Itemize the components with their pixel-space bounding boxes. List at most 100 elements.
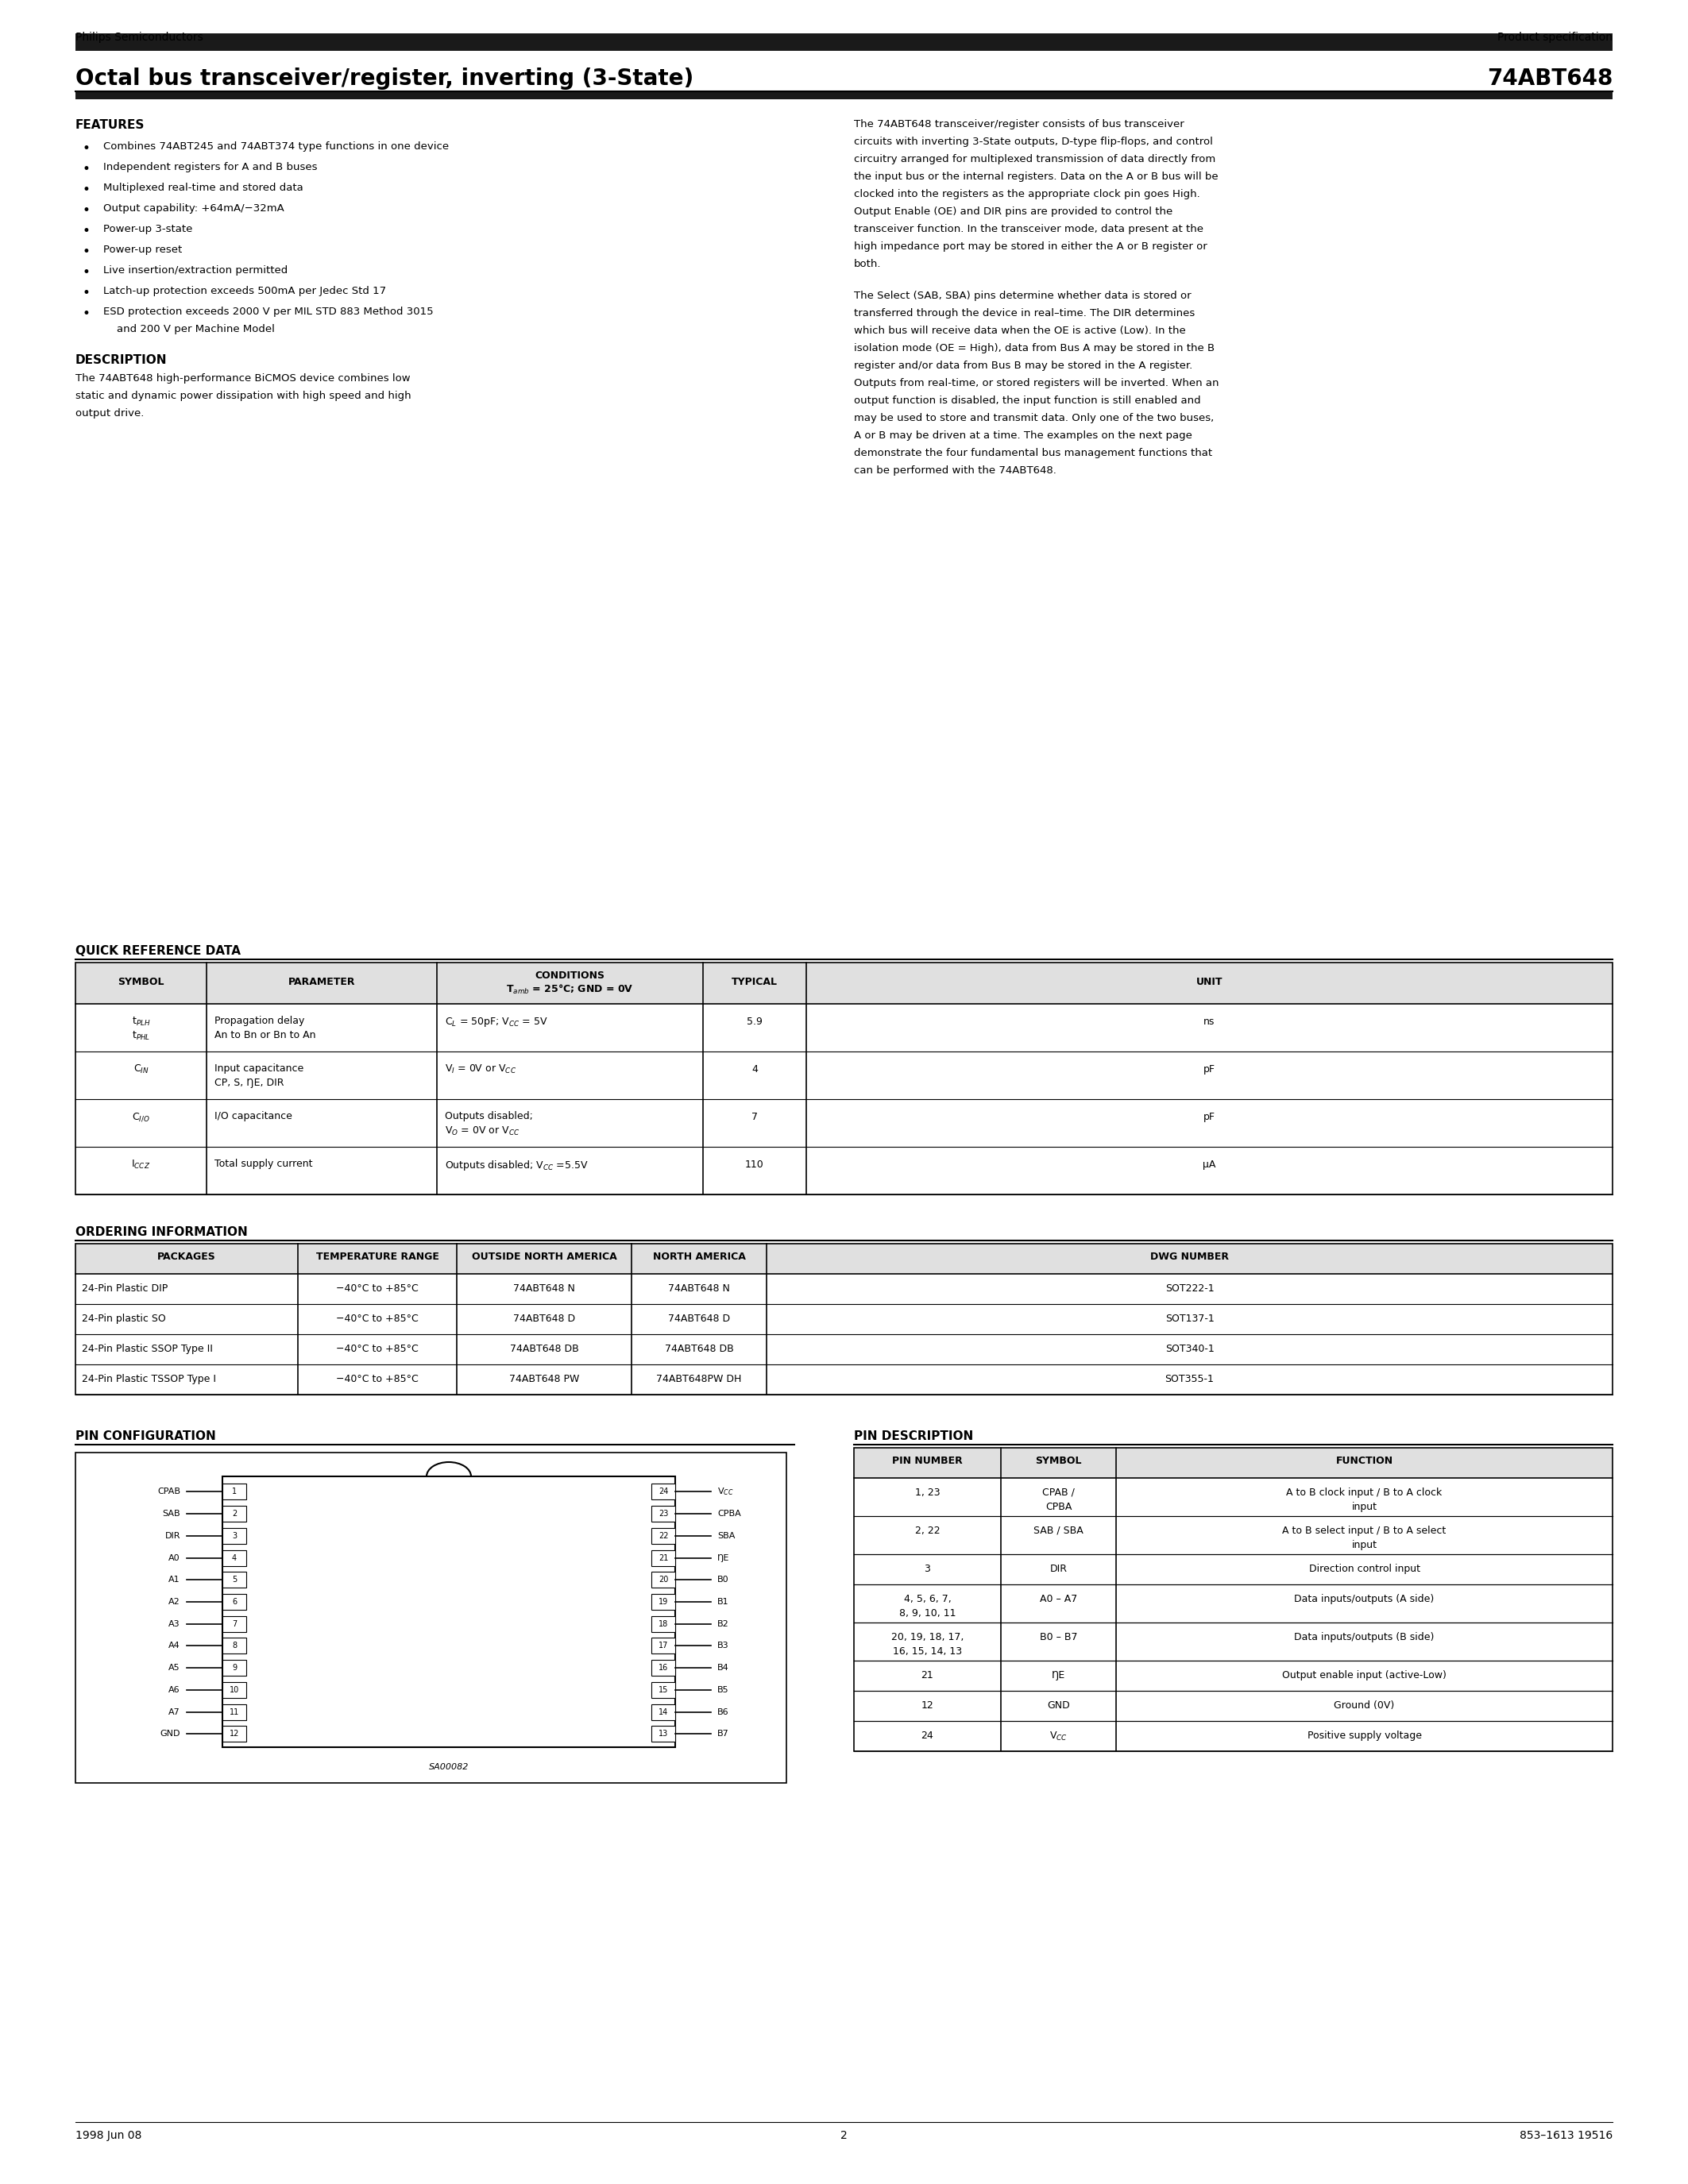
Text: B7: B7	[717, 1730, 729, 1738]
Text: ORDERING INFORMATION: ORDERING INFORMATION	[76, 1225, 248, 1238]
Text: B6: B6	[717, 1708, 729, 1717]
Text: TYPICAL: TYPICAL	[731, 976, 778, 987]
Text: 5.9: 5.9	[746, 1016, 763, 1026]
Text: 7: 7	[231, 1621, 236, 1627]
Text: 8: 8	[231, 1642, 236, 1649]
Text: B1: B1	[717, 1599, 729, 1605]
Text: T$_{amb}$ = 25°C; GND = 0V: T$_{amb}$ = 25°C; GND = 0V	[506, 983, 633, 996]
Text: 21: 21	[922, 1671, 933, 1679]
Text: Outputs disabled; V$_{CC}$ =5.5V: Outputs disabled; V$_{CC}$ =5.5V	[446, 1160, 589, 1173]
Bar	[76, 92, 1612, 98]
Text: 23: 23	[658, 1509, 668, 1518]
Text: 4, 5, 6, 7,: 4, 5, 6, 7,	[903, 1594, 950, 1605]
Text: input: input	[1352, 1540, 1377, 1551]
Text: B0 – B7: B0 – B7	[1040, 1631, 1077, 1642]
Text: 74ABT648PW DH: 74ABT648PW DH	[657, 1374, 741, 1385]
Bar	[223, 1476, 675, 1747]
Text: •: •	[81, 162, 89, 177]
Text: PARAMETER: PARAMETER	[289, 976, 354, 987]
Text: CPBA: CPBA	[717, 1509, 741, 1518]
Text: Outputs disabled;: Outputs disabled;	[446, 1112, 533, 1120]
Text: t$_{PHL}$: t$_{PHL}$	[132, 1031, 150, 1042]
Text: A4: A4	[169, 1642, 181, 1649]
Text: Power-up 3-state: Power-up 3-state	[103, 225, 192, 234]
Text: Input capacitance: Input capacitance	[214, 1064, 304, 1075]
Text: C$_L$ = 50pF; V$_{CC}$ = 5V: C$_L$ = 50pF; V$_{CC}$ = 5V	[446, 1016, 549, 1029]
Bar	[76, 1452, 787, 1782]
Text: 1: 1	[231, 1487, 236, 1496]
Bar	[652, 1572, 675, 1588]
Text: OUTSIDE NORTH AMERICA: OUTSIDE NORTH AMERICA	[471, 1251, 616, 1262]
Text: QUICK REFERENCE DATA: QUICK REFERENCE DATA	[76, 946, 241, 957]
Text: Latch-up protection exceeds 500mA per Jedec Std 17: Latch-up protection exceeds 500mA per Je…	[103, 286, 387, 297]
Text: •: •	[81, 142, 89, 155]
Text: Ground (0V): Ground (0V)	[1334, 1701, 1394, 1710]
Text: A1: A1	[169, 1577, 181, 1583]
Text: A0: A0	[169, 1553, 181, 1562]
Text: •: •	[81, 264, 89, 280]
Text: Octal bus transceiver/register, inverting (3-State): Octal bus transceiver/register, invertin…	[76, 68, 694, 90]
Text: 74ABT648 D: 74ABT648 D	[668, 1313, 729, 1324]
Text: •: •	[81, 286, 89, 299]
Text: 16: 16	[658, 1664, 668, 1673]
Text: 10: 10	[230, 1686, 240, 1695]
Text: V$_{CC}$: V$_{CC}$	[717, 1487, 734, 1498]
Text: 4: 4	[231, 1553, 236, 1562]
Text: A2: A2	[169, 1599, 181, 1605]
Text: 74ABT648: 74ABT648	[1487, 68, 1612, 90]
Text: 24-Pin Plastic TSSOP Type I: 24-Pin Plastic TSSOP Type I	[81, 1374, 216, 1385]
Text: t$_{PLH}$: t$_{PLH}$	[132, 1016, 150, 1029]
Text: 74ABT648 DB: 74ABT648 DB	[510, 1343, 579, 1354]
Text: 19: 19	[658, 1599, 668, 1605]
Text: the input bus or the internal registers. Data on the A or B bus will be: the input bus or the internal registers.…	[854, 173, 1219, 181]
Text: B3: B3	[717, 1642, 729, 1649]
Text: Independent registers for A and B buses: Independent registers for A and B buses	[103, 162, 317, 173]
Text: ŊE: ŊE	[717, 1553, 729, 1562]
Text: 24-Pin Plastic SSOP Type II: 24-Pin Plastic SSOP Type II	[81, 1343, 213, 1354]
Bar	[652, 1660, 675, 1675]
Text: 2, 22: 2, 22	[915, 1527, 940, 1535]
Text: SOT222-1: SOT222-1	[1165, 1284, 1214, 1293]
Text: 74ABT648 N: 74ABT648 N	[513, 1284, 576, 1293]
Text: −40°C to +85°C: −40°C to +85°C	[336, 1313, 419, 1324]
Text: Data inputs/outputs (B side): Data inputs/outputs (B side)	[1295, 1631, 1435, 1642]
Text: SYMBOL: SYMBOL	[1035, 1457, 1082, 1465]
Text: •: •	[81, 183, 89, 197]
Text: PIN CONFIGURATION: PIN CONFIGURATION	[76, 1431, 216, 1441]
Text: Output capability: +64mA/−32mA: Output capability: +64mA/−32mA	[103, 203, 284, 214]
Bar	[76, 33, 1612, 50]
Text: NORTH AMERICA: NORTH AMERICA	[653, 1251, 746, 1262]
Text: 74ABT648 D: 74ABT648 D	[513, 1313, 576, 1324]
Text: transferred through the device in real–time. The DIR determines: transferred through the device in real–t…	[854, 308, 1195, 319]
Text: PACKAGES: PACKAGES	[157, 1251, 216, 1262]
Bar	[223, 1572, 246, 1588]
Bar	[223, 1682, 246, 1697]
Text: output function is disabled, the input function is still enabled and: output function is disabled, the input f…	[854, 395, 1200, 406]
Text: Power-up reset: Power-up reset	[103, 245, 182, 256]
Text: B5: B5	[717, 1686, 729, 1695]
Text: SOT355-1: SOT355-1	[1165, 1374, 1214, 1385]
Text: A3: A3	[169, 1621, 181, 1627]
Text: 6: 6	[231, 1599, 236, 1605]
Text: 2: 2	[841, 2129, 847, 2140]
Text: CPAB: CPAB	[157, 1487, 181, 1496]
Bar	[652, 1507, 675, 1522]
Bar	[854, 1448, 1612, 1752]
Text: DIR: DIR	[1050, 1564, 1067, 1575]
Text: 24: 24	[922, 1730, 933, 1741]
Text: 16, 15, 14, 13: 16, 15, 14, 13	[893, 1647, 962, 1658]
Bar	[76, 963, 1612, 1005]
Text: −40°C to +85°C: −40°C to +85°C	[336, 1284, 419, 1293]
Bar	[223, 1638, 246, 1653]
Bar	[652, 1682, 675, 1697]
Text: I/O capacitance: I/O capacitance	[214, 1112, 292, 1120]
Text: The 74ABT648 transceiver/register consists of bus transceiver: The 74ABT648 transceiver/register consis…	[854, 120, 1185, 129]
Text: •: •	[81, 203, 89, 218]
Bar	[76, 1243, 1612, 1396]
Text: I$_{CCZ}$: I$_{CCZ}$	[132, 1160, 150, 1171]
Text: CP, S, ŊE, DIR: CP, S, ŊE, DIR	[214, 1077, 284, 1088]
Text: can be performed with the 74ABT648.: can be performed with the 74ABT648.	[854, 465, 1057, 476]
Text: B2: B2	[717, 1621, 729, 1627]
Text: 9: 9	[231, 1664, 236, 1673]
Text: Direction control input: Direction control input	[1308, 1564, 1420, 1575]
